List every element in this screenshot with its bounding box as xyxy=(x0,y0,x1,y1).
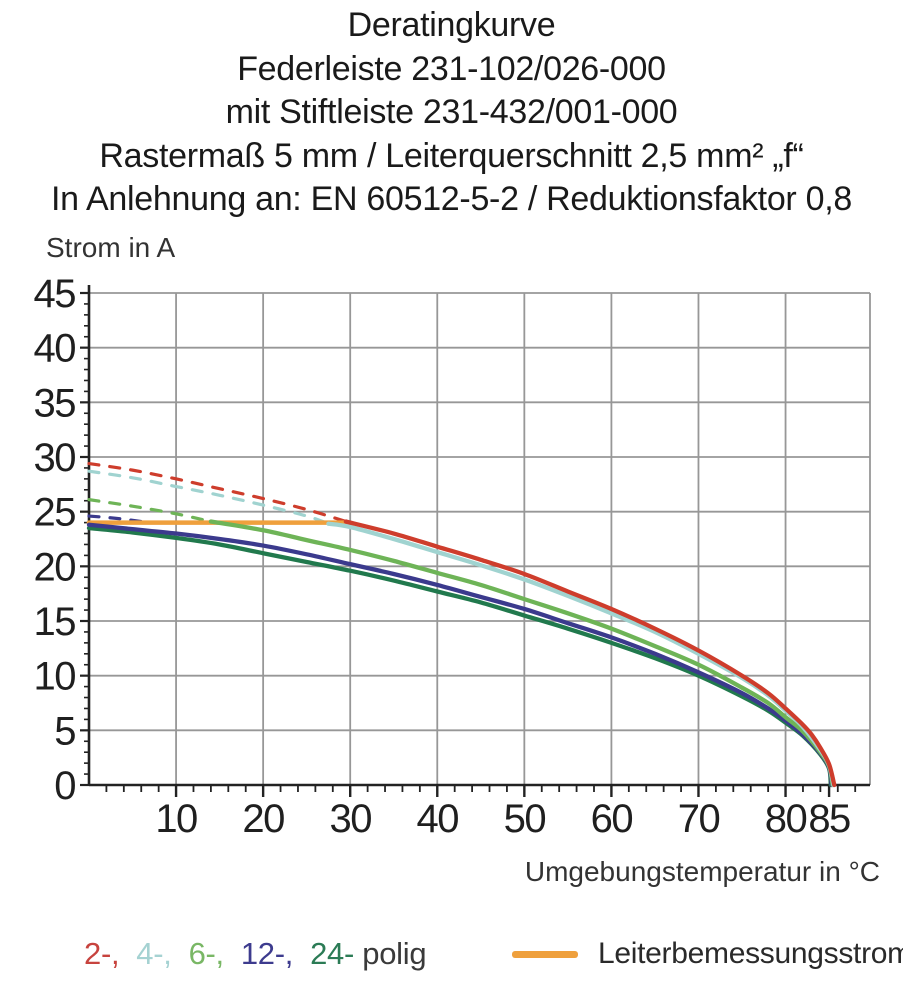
x-tick-label-60: 60 xyxy=(591,797,633,841)
x-axis-title: Umgebungstemperatur in °C xyxy=(524,856,880,887)
y-tick-label-15: 15 xyxy=(34,600,76,644)
y-tick-label-40: 40 xyxy=(34,327,76,371)
legend-12-polig: 12-, xyxy=(240,936,294,971)
curve-2-polig-dashed xyxy=(87,461,348,524)
x-tick-label-80: 80 xyxy=(765,797,807,841)
y-axis-title: Strom in A xyxy=(46,232,176,263)
title-line-5: In Anlehnung an: EN 60512-5-2 / Reduktio… xyxy=(51,180,852,218)
x-tick-label-40: 40 xyxy=(417,797,459,841)
curve-6-polig-dashed xyxy=(87,498,213,524)
y-tick-label-20: 20 xyxy=(34,545,76,589)
legend-6-polig: 6-, xyxy=(188,936,225,971)
legend-24-polig: 24- xyxy=(310,936,354,971)
title-line-4: Rastermaß 5 mm / Leiterquerschnitt 2,5 m… xyxy=(99,136,804,175)
curve-6-polig-solid xyxy=(208,519,835,788)
curve-12-polig-solid xyxy=(86,522,834,788)
x-tick-label-30: 30 xyxy=(329,797,371,841)
y-tick-label-45: 45 xyxy=(34,272,76,316)
x-tick-label-10: 10 xyxy=(155,797,197,841)
y-tick-label-35: 35 xyxy=(34,381,76,425)
y-tick-label-0: 0 xyxy=(54,764,75,808)
curve-4-polig-dashed xyxy=(87,469,331,526)
y-tick-label-5: 5 xyxy=(54,709,75,753)
legend-4-polig: 4-, xyxy=(136,936,172,971)
legend-pole-counts: 2-, 4-, 6-, 12-, 24- polig xyxy=(84,936,427,972)
x-tick-label-70: 70 xyxy=(678,797,720,841)
legend-2-polig: 2-, xyxy=(84,936,120,971)
derating-plot: 10 20 30 40 50 60 70 80 85 0 5 10 15 20 25 30 35 40 45 xyxy=(34,272,871,841)
y-tick-label-10: 10 xyxy=(34,655,76,699)
conductor-current-swatch-icon xyxy=(512,950,578,958)
title-line-2: Federleiste 231-102/026-000 xyxy=(237,49,666,88)
x-tick-label-85: 85 xyxy=(808,797,850,841)
x-tick-label-20: 20 xyxy=(242,797,284,841)
curve-2-polig-solid xyxy=(343,519,837,788)
title-line-1: Deratingkurve xyxy=(347,6,556,44)
conductor-current-label: Leiterbemessungsstrom xyxy=(598,937,903,970)
x-tick-label-50: 50 xyxy=(504,797,546,841)
title-line-3: mit Stiftleiste 231-432/001-000 xyxy=(225,93,678,131)
chart-title-block: Deratingkurve Federleiste 231-102/026-00… xyxy=(0,4,903,222)
y-tick-label-25: 25 xyxy=(34,491,76,535)
y-tick-label-30: 30 xyxy=(34,436,76,480)
legend-polig-suffix: polig xyxy=(362,936,427,971)
legend-conductor-current: Leiterbemessungsstrom xyxy=(512,930,903,978)
